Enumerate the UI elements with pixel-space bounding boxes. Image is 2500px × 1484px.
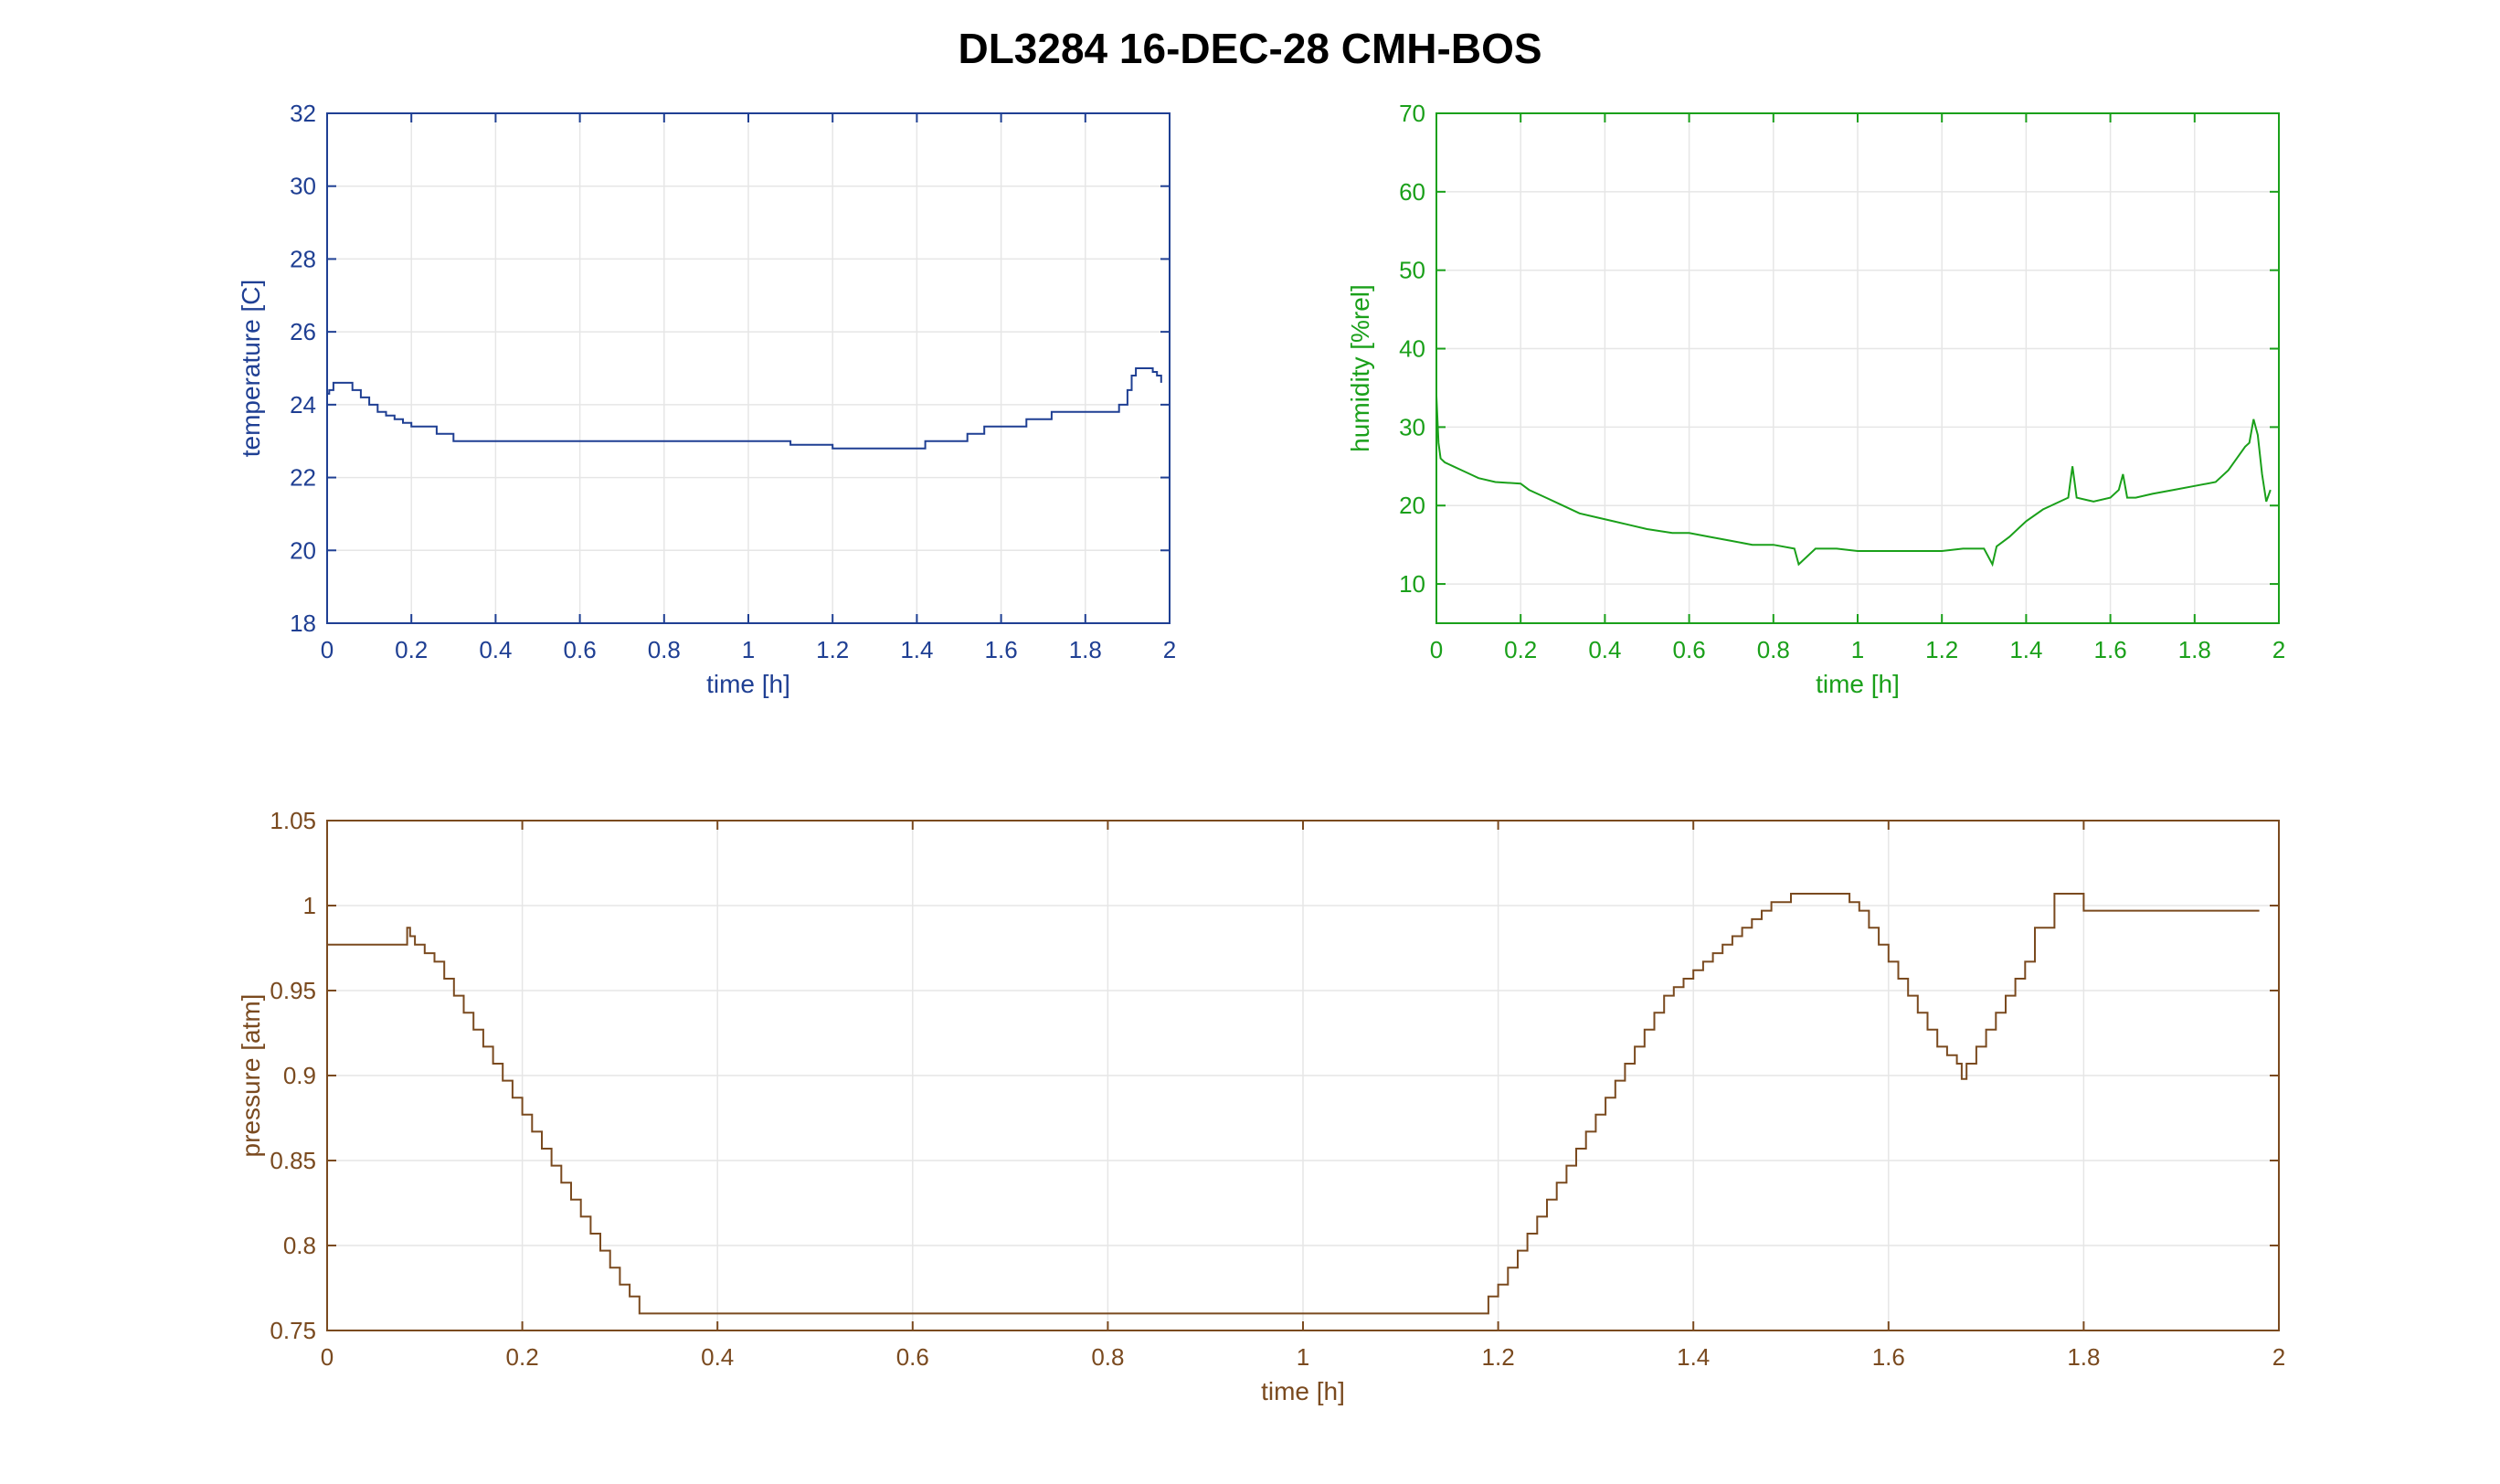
- pressure-ytick-label: 0.8: [283, 1232, 316, 1259]
- temperature-xtick-label: 0: [321, 636, 334, 663]
- pressure-ylabel: pressure [atm]: [237, 994, 265, 1158]
- humidity-xtick-label: 0.8: [1757, 636, 1790, 663]
- humidity-xtick-label: 1.2: [1925, 636, 1958, 663]
- humidity-xtick-label: 0: [1430, 636, 1443, 663]
- humidity-xtick-label: 1: [1851, 636, 1864, 663]
- humidity-xtick-label: 1.4: [2009, 636, 2042, 663]
- pressure-ytick-label: 1.05: [270, 807, 316, 834]
- pressure-xtick-label: 1: [1297, 1343, 1309, 1371]
- humidity-xtick-label: 0.4: [1588, 636, 1621, 663]
- pressure-xtick-label: 0.2: [506, 1343, 539, 1371]
- humidity-ytick-label: 60: [1399, 178, 1425, 206]
- pressure-chart: 0 0.2 0.4 0.6 0.8 1 1.2 1.4 1.6 1.8 2 0.75 0.8 0.85 0.…: [237, 807, 2285, 1405]
- pressure-ytick-label: 1: [303, 892, 316, 919]
- temperature-ytick-label: 26: [290, 318, 316, 345]
- pressure-xtick-label: 1.4: [1677, 1343, 1710, 1371]
- humidity-ytick-label: 20: [1399, 492, 1425, 519]
- pressure-series-line: [327, 893, 2260, 1315]
- pressure-xtick-label: 0: [321, 1343, 334, 1371]
- temperature-ytick-label: 30: [290, 173, 316, 200]
- temperature-ylabel: temperature [C]: [237, 280, 265, 458]
- temperature-xtick-label: 0.2: [395, 636, 428, 663]
- pressure-ytick-label: 0.9: [283, 1062, 316, 1089]
- humidity-ytick-label: 40: [1399, 335, 1425, 363]
- temperature-xtick-label: 0.4: [479, 636, 512, 663]
- humidity-xtick-label: 2: [2272, 636, 2285, 663]
- humidity-axes-box: [1435, 112, 2280, 624]
- temperature-chart: 0 0.2 0.4 0.6 0.8 1 1.2 1.4 1.6 1.8 2 18 20 22 24 26 28 3…: [237, 100, 1176, 698]
- humidity-ytick-label: 30: [1399, 413, 1425, 440]
- humidity-xlabel: time [h]: [1816, 670, 1900, 698]
- pressure-xtick-label: 0.6: [896, 1343, 929, 1371]
- temperature-xtick-label: 1.8: [1069, 636, 1102, 663]
- pressure-xlabel: time [h]: [1261, 1377, 1345, 1405]
- pressure-xtick-label: 1.8: [2067, 1343, 2100, 1371]
- temperature-xtick-label: 1.2: [816, 636, 849, 663]
- humidity-ytick-label: 10: [1399, 570, 1425, 598]
- humidity-ylabel: humidity [%rel]: [1346, 284, 1374, 452]
- temperature-xtick-label: 1.6: [985, 636, 1018, 663]
- temperature-xlabel: time [h]: [706, 670, 790, 698]
- pressure-xtick-label: 1.2: [1482, 1343, 1515, 1371]
- temperature-series-line: [327, 367, 1162, 450]
- humidity-chart: 0 0.2 0.4 0.6 0.8 1 1.2 1.4 1.6 1.8 2 10 20 30 40 50 60 7…: [1346, 100, 2285, 698]
- pressure-xtick-label: 2: [2272, 1343, 2285, 1371]
- humidity-ytick-label: 70: [1399, 100, 1425, 127]
- temperature-xtick-label: 1.4: [900, 636, 933, 663]
- humidity-xtick-label: 1.8: [2178, 636, 2211, 663]
- temperature-ytick-label: 22: [290, 464, 316, 492]
- temperature-ytick-label: 24: [290, 391, 316, 419]
- pressure-xtick-label: 0.4: [701, 1343, 734, 1371]
- temperature-ytick-label: 32: [290, 100, 316, 127]
- temperature-xtick-label: 0.8: [648, 636, 681, 663]
- humidity-ytick-label: 50: [1399, 257, 1425, 284]
- temperature-axes-box: [326, 112, 1171, 624]
- pressure-ytick-label: 0.95: [270, 977, 316, 1004]
- humidity-xtick-label: 0.6: [1673, 636, 1706, 663]
- temperature-xtick-label: 1: [742, 636, 755, 663]
- pressure-xtick-label: 0.8: [1091, 1343, 1124, 1371]
- temperature-xtick-label: 2: [1163, 636, 1176, 663]
- pressure-ytick-label: 0.75: [270, 1317, 316, 1344]
- temperature-xtick-label: 0.6: [564, 636, 597, 663]
- figure-title: DL3284 16-DEC-28 CMH-BOS: [958, 25, 1542, 72]
- temperature-ytick-label: 20: [290, 536, 316, 564]
- humidity-xtick-label: 1.6: [2094, 636, 2127, 663]
- pressure-axes-box: [326, 820, 2280, 1331]
- pressure-ytick-label: 0.85: [270, 1147, 316, 1174]
- humidity-xtick-label: 0.2: [1504, 636, 1537, 663]
- temperature-ytick-label: 28: [290, 245, 316, 272]
- pressure-xtick-label: 1.6: [1872, 1343, 1905, 1371]
- humidity-series-line: [1435, 395, 2272, 567]
- temperature-ytick-label: 18: [290, 610, 316, 637]
